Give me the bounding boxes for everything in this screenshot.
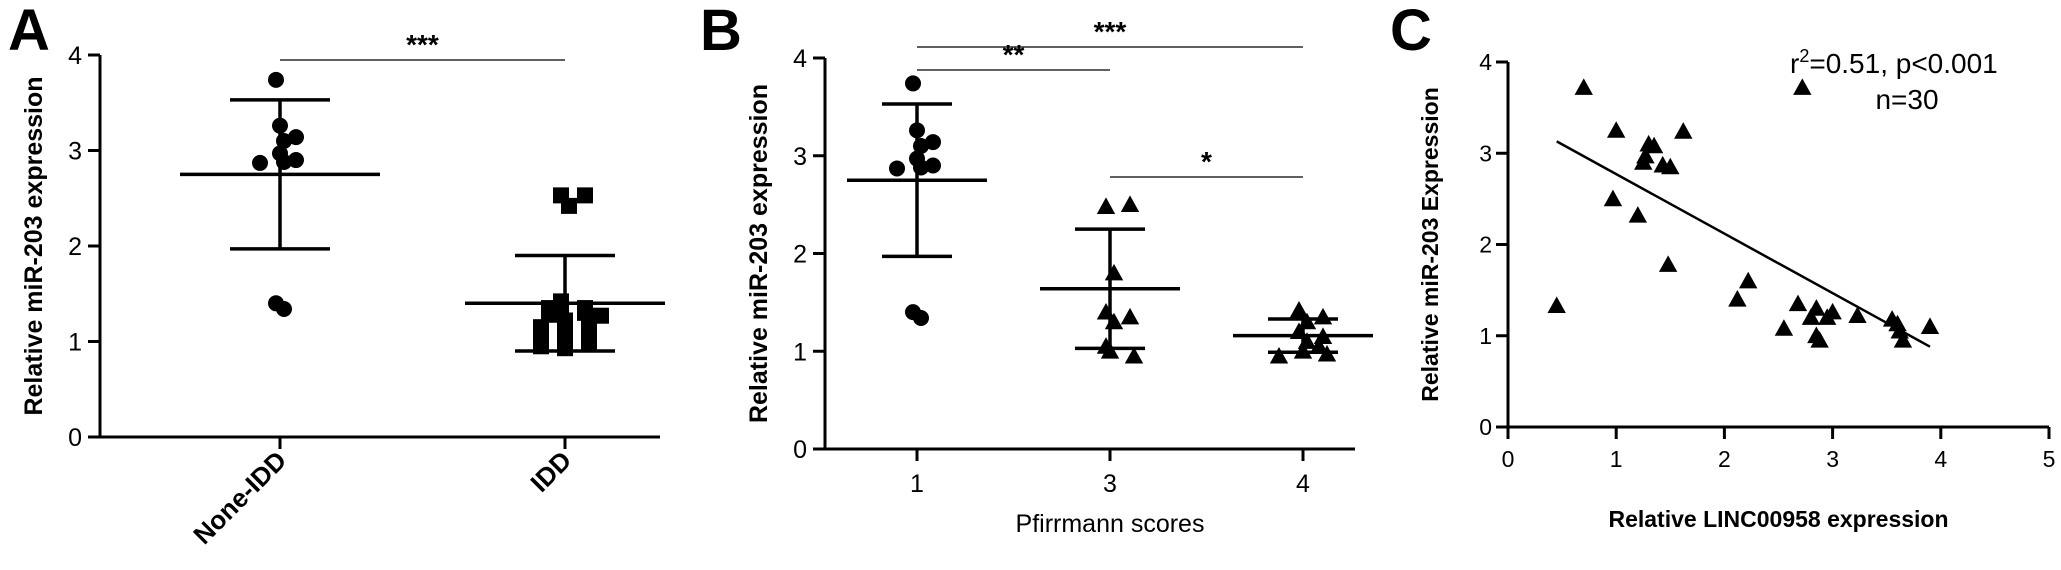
panel-c-x-tick-label: 0 [1502, 446, 1515, 472]
panel-c-point [1607, 121, 1626, 138]
panel-c-point [1739, 271, 1758, 289]
panel-a-point-None-IDD [288, 129, 304, 146]
panel-a-point-None-IDD [252, 154, 268, 171]
panel-c-y-tick-label: 4 [1479, 49, 1492, 75]
panel-c-point [1547, 296, 1566, 313]
panel-c-x-tick-label: 5 [2043, 446, 2056, 472]
panel-c-y-tick-label: 1 [1479, 323, 1492, 349]
panel-b-y-tick-label: 1 [793, 338, 807, 366]
panel-a-x-tick-label: IDD [524, 445, 577, 498]
panel-c-y-tick-label: 2 [1479, 232, 1492, 258]
panel-c-point [1893, 331, 1913, 348]
panel-b-point-1 [925, 157, 941, 174]
panel-a-y-tick-label: 4 [68, 42, 82, 70]
panel-b-x-tick-label: 3 [1103, 470, 1117, 498]
panel-b-point-1 [905, 304, 921, 321]
panel-b-y-tick-label: 2 [793, 241, 807, 269]
panel-a-x-tick-label: None-IDD [187, 445, 292, 550]
panel-c-x-tick-label: 3 [1826, 446, 1839, 472]
panel-c-x-tick-label: 4 [1934, 446, 1947, 472]
panel-c-point [1644, 136, 1664, 154]
panel-b-y-label: Relative miR-203 expression [745, 84, 773, 423]
panel-b-point-4 [1269, 346, 1289, 364]
panel-b-y-tick-label: 4 [793, 45, 807, 73]
panel-b-point-4 [1313, 307, 1333, 325]
panel-a-point-IDD [581, 336, 597, 353]
panel-c-point [1807, 299, 1826, 316]
panel-b-point-4 [1289, 300, 1309, 318]
panel-c-point [1810, 331, 1829, 348]
panel-a-point-IDD [561, 197, 577, 214]
panel-b-point-4 [1309, 337, 1329, 354]
panel-b-y-tick-label: 0 [793, 436, 807, 464]
panel-letter-b: B [700, 0, 742, 63]
panel-c-x-label: Relative LINC00958 expression [1608, 506, 1948, 532]
panel-b-point-3 [1120, 195, 1140, 212]
panel-c-y-tick-label: 3 [1479, 140, 1492, 166]
panel-a-y-tick-label: 0 [68, 424, 82, 452]
panel-a-point-None-IDD [288, 152, 304, 169]
panel-c-point [1848, 306, 1867, 324]
panel-b-point-3 [1096, 197, 1116, 214]
panel-a-point-None-IDD [268, 295, 284, 312]
panel-c-fit-line [1556, 140, 1931, 348]
panel-a-point-None-IDD [268, 71, 284, 88]
panel-c-n-annotation: n=30 [1875, 84, 1938, 115]
panel-letter-a: A [8, 0, 50, 63]
panel-a-point-IDD [577, 187, 593, 204]
panel-b-x-label: Pfirrmann scores [1016, 510, 1205, 538]
panel-b-significance-label: *** [1094, 16, 1127, 47]
panel-c-point [1661, 157, 1680, 175]
panel-a-significance-label: *** [406, 29, 439, 60]
panel-b-point-3 [1120, 307, 1140, 325]
panel-c-point [1788, 294, 1808, 312]
panel-b-point-1 [905, 75, 921, 92]
panel-b-point-1 [925, 134, 941, 151]
panel-a-y-tick-label: 1 [68, 329, 82, 357]
panel-b-significance-label: * [1201, 146, 1212, 177]
panel-b-x-tick-label: 4 [1296, 470, 1310, 498]
panel-c-point [1823, 302, 1842, 320]
panel-c-point [1636, 146, 1655, 164]
panel-c-y-tick-label: 0 [1479, 414, 1492, 440]
panel-c-x-tick-label: 1 [1610, 446, 1623, 472]
panel-a-y-label: Relative miR-203 expression [20, 76, 48, 415]
panel-a-y-tick-label: 3 [68, 138, 82, 166]
panel-b-point-3 [1100, 342, 1120, 359]
panel-a-point-IDD [541, 306, 557, 323]
panel-letter-c: C [1390, 0, 1432, 63]
panel-c-point [1628, 206, 1648, 223]
panel-b-point-1 [889, 160, 905, 177]
panel-c-point [1674, 122, 1693, 139]
panel-c-x-tick-label: 2 [1718, 446, 1731, 472]
panel-c-point [1574, 78, 1593, 95]
panel-a-y-tick-label: 2 [68, 233, 82, 261]
panel-c-point [1920, 317, 1940, 334]
panel-b-y-tick-label: 3 [793, 143, 807, 171]
panel-b-point-3 [1104, 263, 1124, 281]
panel-b-point-3 [1124, 346, 1144, 364]
panel-c-y-label: Relative miR-203 Expression [1417, 87, 1443, 401]
panel-c-point [1728, 290, 1747, 307]
panel-c-point [1774, 319, 1794, 336]
panel-c-point [1793, 78, 1812, 95]
panel-c-point [1658, 255, 1678, 272]
panel-c-point [1603, 189, 1623, 207]
panel-c-stat-annotation: r2=0.51, p<0.001 [1790, 46, 1998, 79]
panel-b-x-tick-label: 1 [910, 470, 924, 498]
panel-b-significance-label: ** [1003, 39, 1025, 70]
panel-c-point [1801, 308, 1821, 325]
